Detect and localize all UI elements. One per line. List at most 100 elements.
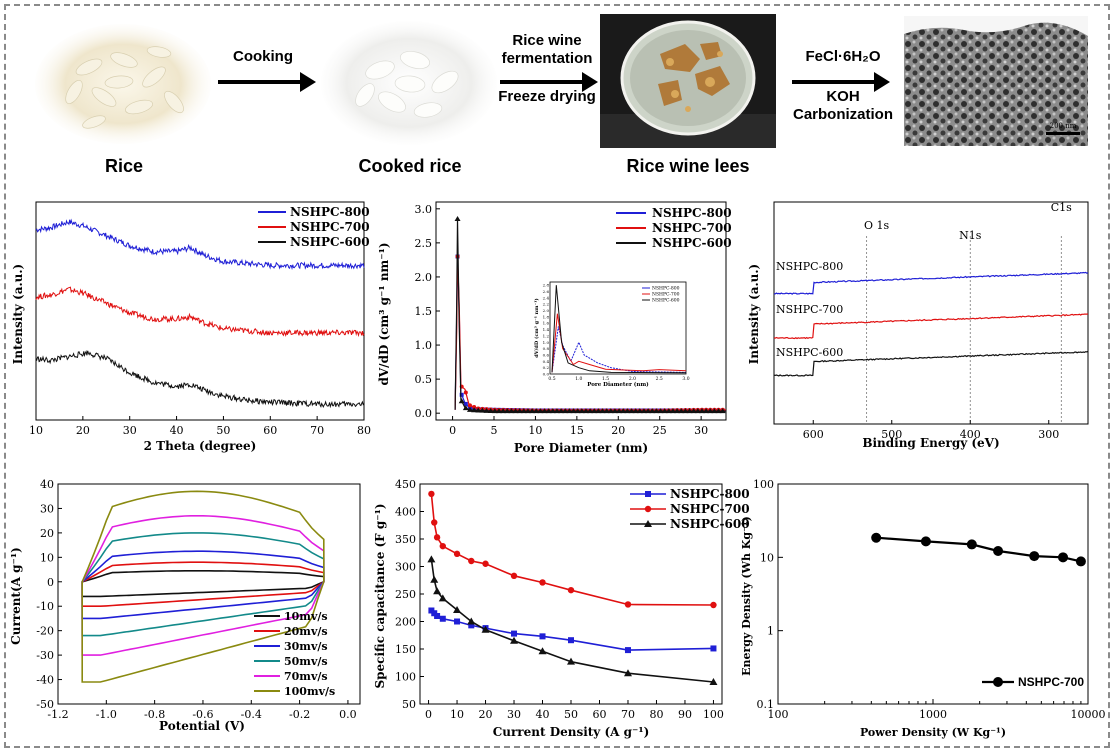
plot-frame [773, 201, 1089, 425]
pore-marker [595, 408, 602, 414]
cap-point [439, 615, 446, 622]
inset-y-tick-label: 1.4 [543, 327, 550, 332]
x-tick-label: 500 [881, 428, 902, 441]
pore-marker [657, 408, 664, 414]
legend-label: NSHPC-800 [670, 487, 750, 501]
inset-y-tick-label: 0.2 [543, 365, 550, 370]
pore-marker [558, 408, 565, 414]
legend-label: 30mv/s [284, 640, 328, 653]
pore-marker [471, 407, 478, 413]
pore-marker [458, 398, 465, 404]
x-tick-label: 10 [29, 424, 43, 437]
y-tick-label: 100 [395, 671, 416, 684]
pore-marker [467, 403, 472, 408]
pore-marker [500, 408, 507, 414]
pore-marker [703, 408, 710, 414]
pore-marker [491, 408, 498, 414]
pore-marker [537, 408, 544, 414]
pore-marker [549, 408, 556, 414]
x-tick-label: -1.0 [96, 708, 117, 721]
pore-marker [686, 408, 693, 414]
pore-marker [475, 407, 482, 413]
x-tick-label: 30 [123, 424, 137, 437]
y-tick-label: 2.0 [415, 271, 433, 284]
sem-scale-label: 200 nm [1050, 122, 1077, 130]
x-tick-label: 80 [357, 424, 371, 437]
inset-x-tick-label: 0.5 [548, 376, 555, 382]
cooked-rice-image [321, 21, 497, 145]
y-tick-label: 0 [47, 576, 54, 589]
x-tick-label: 100 [703, 708, 724, 721]
plot-frame [35, 201, 365, 421]
inset-y-tick-label: 1.2 [543, 333, 550, 338]
x-tick-label: 20 [76, 424, 90, 437]
x-tick-label: -0.8 [144, 708, 165, 721]
pore-marker [620, 408, 627, 414]
y-axis-label: Intensity (a.u.) [11, 264, 25, 364]
cap-point [568, 637, 574, 644]
x-tick-label: 15 [570, 424, 584, 437]
inset-x-axis-label: Pore Diameter (nm) [587, 381, 649, 388]
peak-label: C1s [1051, 201, 1072, 214]
y-axis-label: dV/dD (cm³ g⁻¹ nm⁻¹) [377, 242, 391, 385]
pore-marker [459, 392, 464, 397]
pore-marker [520, 408, 527, 414]
x-tick-label: 40 [170, 424, 184, 437]
y-axis-label: Specific capacitance (F g⁻¹) [373, 503, 387, 688]
legend-label: NSHPC-600 [652, 236, 732, 250]
inset-line [551, 313, 687, 373]
cap-point [467, 617, 476, 625]
pore-marker [603, 408, 610, 414]
cap-point [428, 490, 435, 498]
cap-point [567, 657, 575, 665]
pore-marker [674, 408, 681, 414]
ragone-line [876, 536, 1082, 563]
stage-label-cooked-rice: Cooked rice [358, 156, 462, 176]
cap-point [510, 636, 519, 644]
axis-ticks: 0 10 20 30 40 50 60 70 80 90 100 50 100 150 200 250 300 3… [395, 478, 724, 721]
pore-marker [466, 406, 473, 412]
x-tick-label: 10 [528, 424, 542, 437]
inset-legend-label: NSHPC-700 [652, 292, 680, 298]
x-tick-label: 100 [768, 708, 789, 721]
step-carbonization-text: FeCl·6H₂O KOH Carbonization [793, 48, 893, 123]
cv-loop-10mvs [81, 570, 325, 598]
xps-line-nshpc-800 [773, 271, 1089, 295]
pore-marker [599, 408, 606, 414]
pore-marker [541, 408, 548, 414]
step-arrow-3 [792, 72, 890, 92]
y-tick-label: 40 [40, 478, 54, 491]
y-tick-label: 30 [40, 502, 54, 515]
pore-marker [529, 408, 536, 414]
cap-point [453, 550, 461, 558]
y-tick-label: 0.5 [415, 373, 433, 386]
pore-marker [645, 408, 652, 414]
inset-y-axis-label: dV/dD (cm³ g⁻¹ nm⁻¹) [533, 298, 540, 358]
pore-marker [607, 408, 614, 414]
inset-y-tick-label: 1.0 [543, 340, 550, 345]
axis-ticks: 600500400300200 [803, 420, 1059, 441]
plot-lines [81, 490, 325, 683]
x-tick-label: 60 [263, 424, 277, 437]
cap-point [433, 587, 442, 595]
x-tick-label: 10 [450, 708, 464, 721]
pore-marker [472, 405, 477, 410]
pore-marker [665, 408, 672, 414]
pore-marker [678, 408, 685, 414]
y-tick-label: -10 [36, 600, 54, 613]
cap-point [539, 633, 546, 640]
pore-size-chart: 0 5 10 15 20 25 300.00.51.01.52.02.53.0 Pore D… [377, 201, 732, 455]
inset-y-tick-label: 1.6 [543, 321, 550, 326]
pore-marker [454, 216, 461, 222]
pore-marker [649, 408, 656, 414]
cap-point [438, 594, 447, 602]
cap-point [439, 542, 446, 550]
cap-point [454, 618, 461, 625]
y-tick-label: 0.1 [757, 698, 775, 711]
y-tick-label: 50 [402, 698, 416, 711]
xrd-chart: 10 20 30 40 50 60 70 80 2 Theta (degree) Intens… [11, 201, 371, 453]
x-tick-label: 0 [449, 424, 456, 437]
legend-label: NSHPC-800 [652, 206, 732, 220]
